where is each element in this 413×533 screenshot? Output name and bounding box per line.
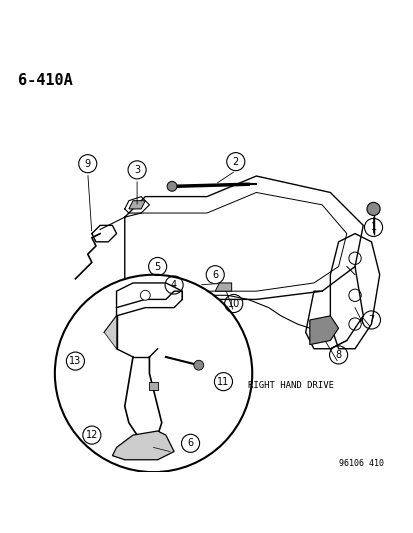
Circle shape (366, 203, 379, 215)
Polygon shape (309, 316, 338, 345)
Text: 10: 10 (227, 298, 239, 309)
Text: 1: 1 (370, 222, 376, 232)
Circle shape (167, 181, 176, 191)
Text: 13: 13 (69, 356, 81, 366)
Text: 7: 7 (368, 315, 374, 325)
Polygon shape (128, 201, 145, 209)
Text: 8: 8 (335, 350, 341, 360)
Text: RIGHT HAND DRIVE: RIGHT HAND DRIVE (247, 381, 333, 390)
Circle shape (193, 360, 203, 370)
Polygon shape (112, 431, 174, 460)
Text: 4: 4 (171, 280, 177, 290)
Text: 6: 6 (187, 438, 193, 448)
Polygon shape (104, 316, 116, 349)
Polygon shape (215, 283, 231, 291)
Text: 5: 5 (154, 262, 160, 271)
Text: 9: 9 (85, 159, 90, 168)
Polygon shape (149, 382, 157, 390)
Text: 12: 12 (85, 430, 98, 440)
Text: 2: 2 (232, 157, 238, 167)
Text: 6-410A: 6-410A (18, 73, 72, 88)
Circle shape (140, 290, 150, 300)
Text: 6: 6 (211, 270, 218, 280)
Text: 11: 11 (217, 377, 229, 386)
Circle shape (55, 274, 252, 472)
Text: 96106 410: 96106 410 (338, 459, 383, 469)
Polygon shape (149, 398, 198, 431)
Text: 3: 3 (134, 165, 140, 175)
